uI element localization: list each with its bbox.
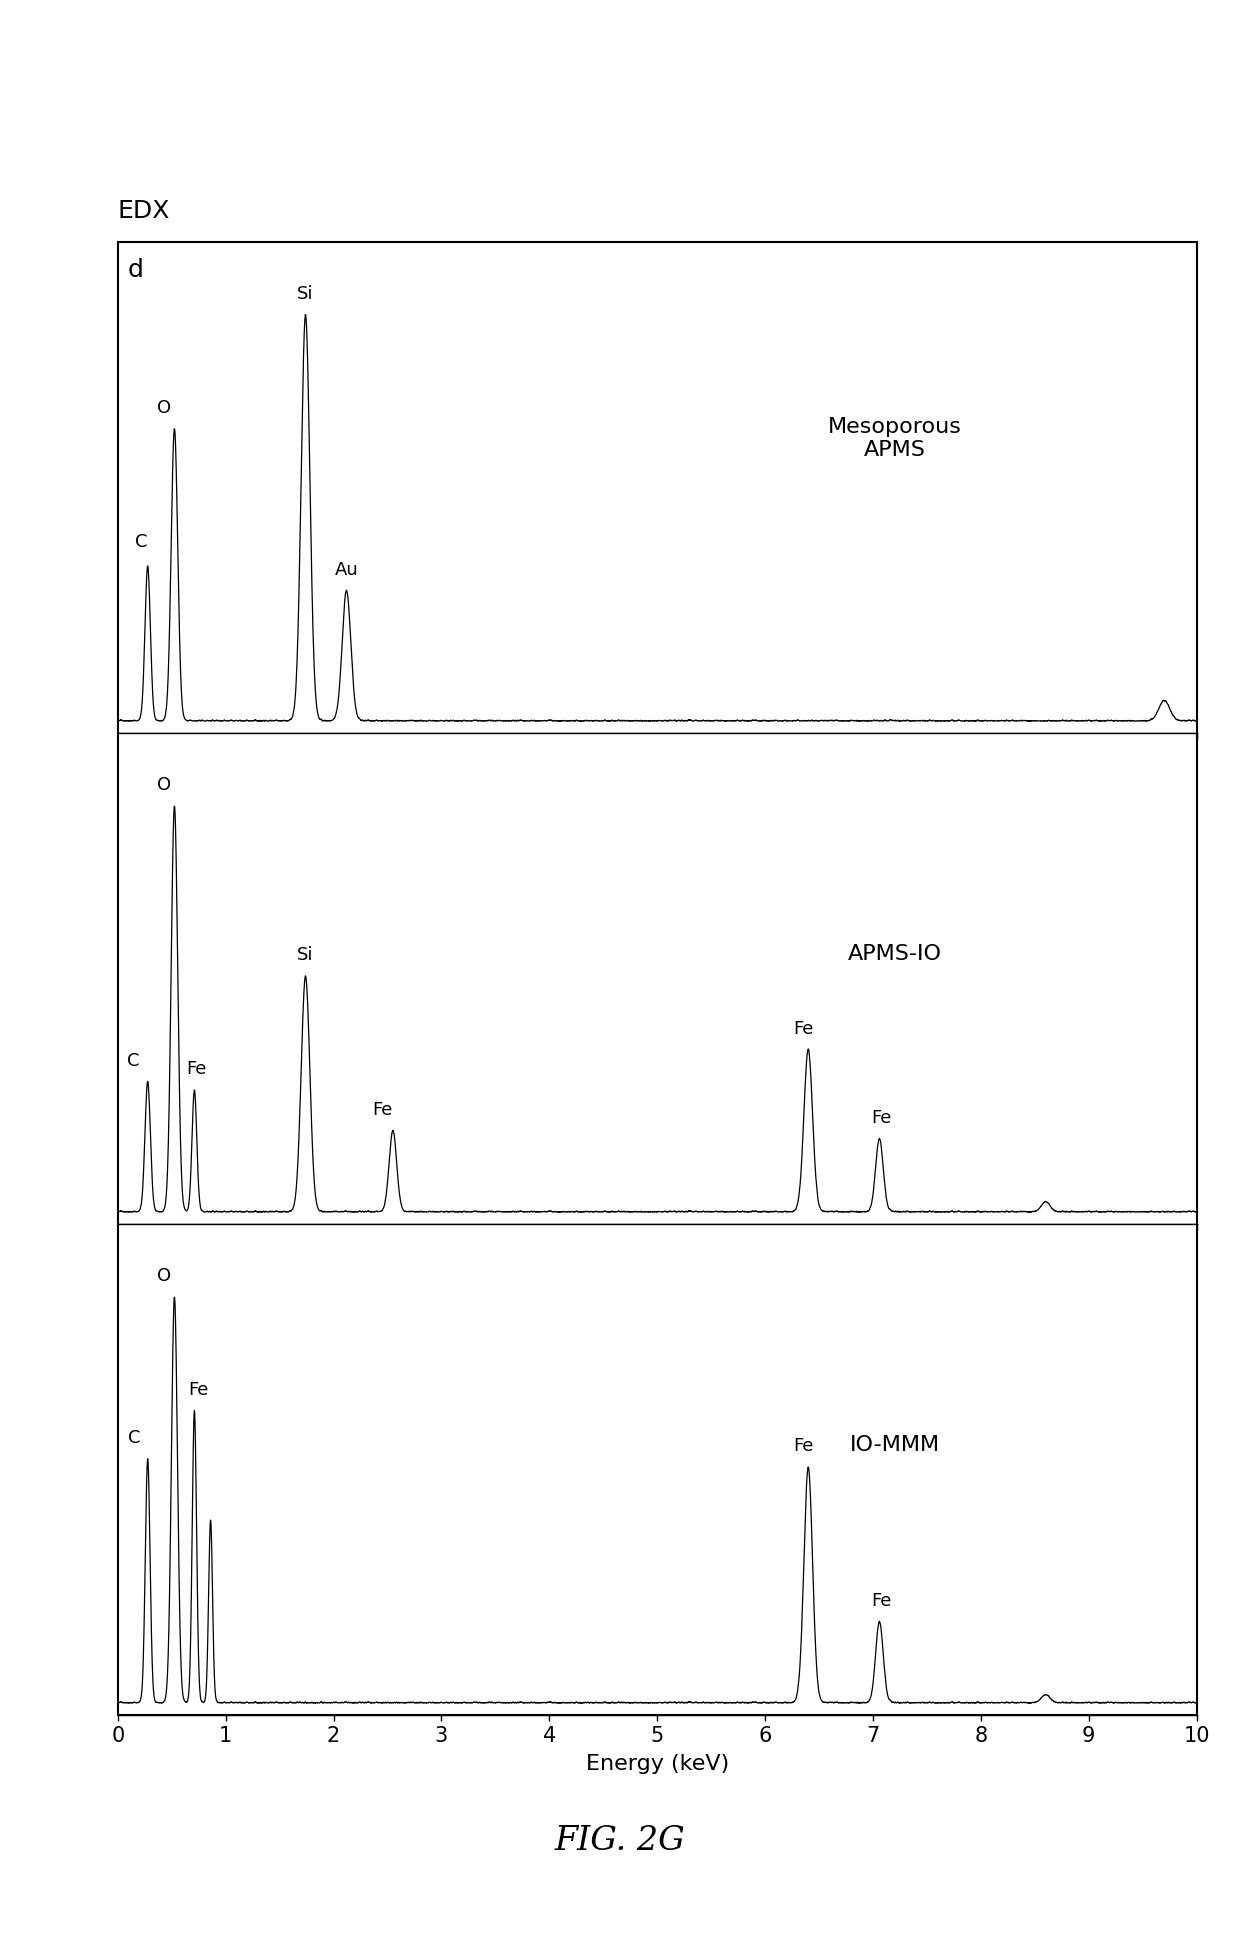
Text: O: O	[156, 775, 171, 795]
Text: Fe: Fe	[372, 1101, 392, 1118]
Text: Fe: Fe	[794, 1019, 815, 1037]
Text: APMS-IO: APMS-IO	[847, 944, 941, 963]
Text: d: d	[128, 258, 144, 281]
Text: Fe: Fe	[872, 1591, 892, 1610]
Text: C: C	[135, 533, 148, 550]
Text: Fe: Fe	[186, 1060, 207, 1078]
Text: C: C	[129, 1430, 141, 1448]
Text: FIG. 2G: FIG. 2G	[554, 1826, 686, 1857]
Text: EDX: EDX	[118, 200, 170, 223]
Text: Fe: Fe	[872, 1109, 892, 1126]
X-axis label: Energy (keV): Energy (keV)	[585, 1754, 729, 1773]
Text: Si: Si	[298, 285, 314, 302]
Text: Si: Si	[298, 946, 314, 965]
Text: C: C	[128, 1052, 140, 1070]
Text: Au: Au	[335, 560, 358, 579]
Text: IO-MMM: IO-MMM	[849, 1436, 940, 1455]
Text: O: O	[156, 1267, 171, 1285]
Text: Fe: Fe	[188, 1380, 208, 1399]
Text: Fe: Fe	[794, 1438, 815, 1455]
Text: O: O	[156, 399, 171, 417]
Text: Mesoporous
APMS: Mesoporous APMS	[827, 417, 961, 459]
